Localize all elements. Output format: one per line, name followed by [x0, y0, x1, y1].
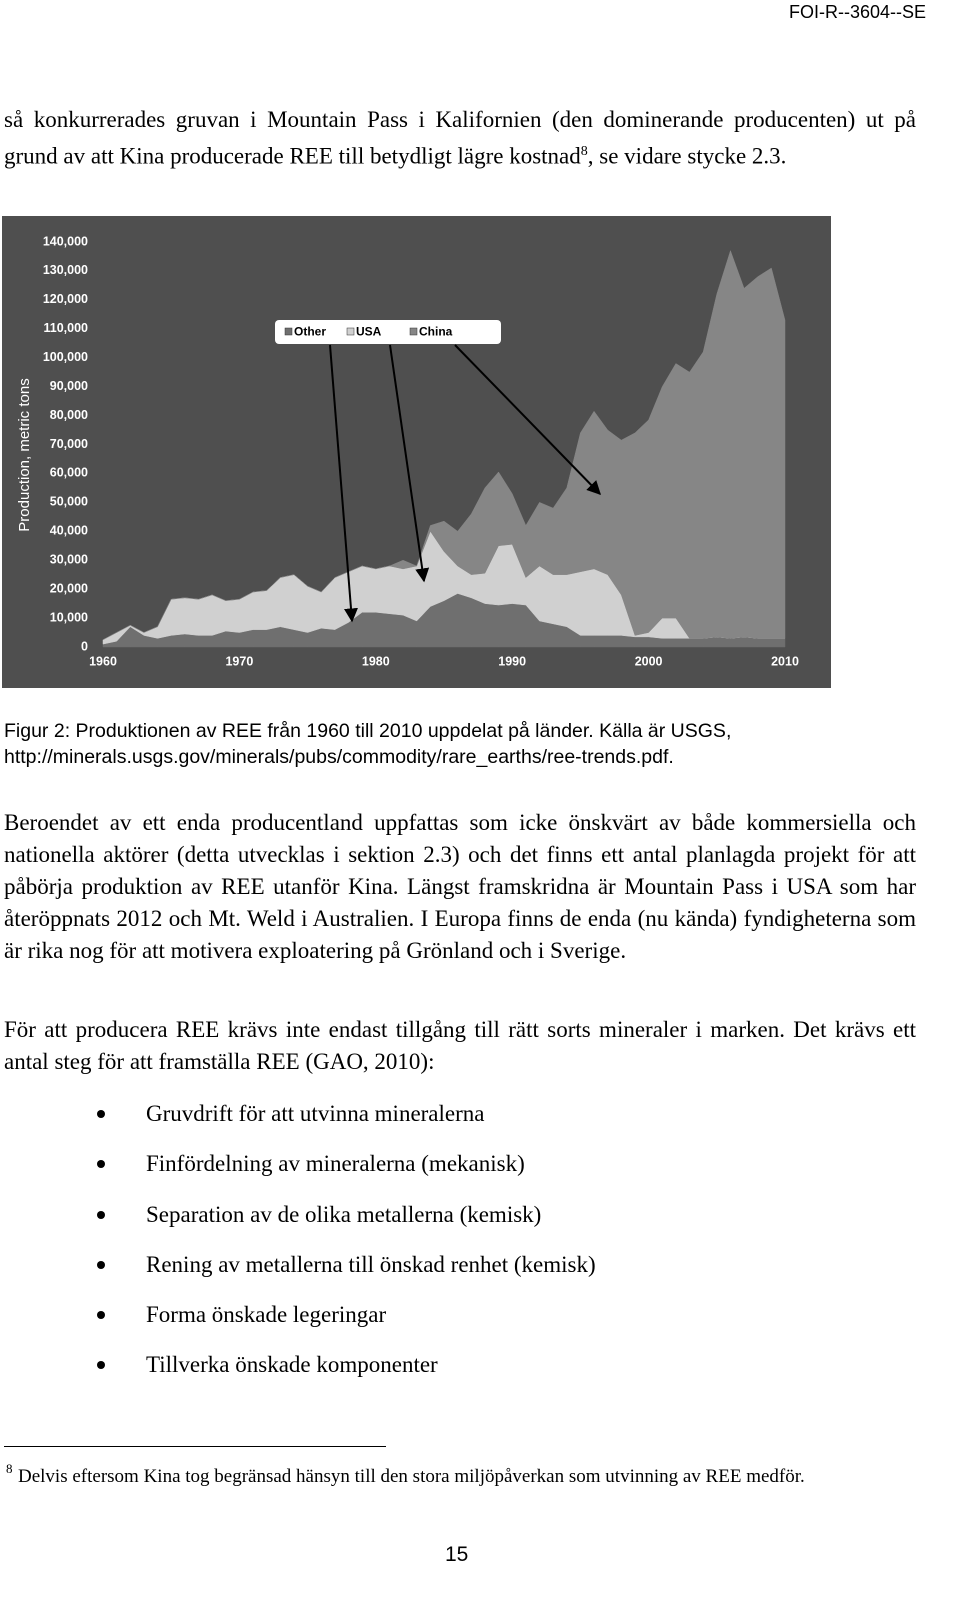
- legend-label: China: [419, 325, 453, 339]
- intro-paragraph: så konkurrerades gruvan i Mountain Pass …: [4, 104, 916, 173]
- legend-label: Other: [294, 325, 326, 339]
- y-tick-label: 110,000: [44, 321, 89, 335]
- x-tick-label: 2000: [635, 654, 663, 668]
- chart: Production, metric tons Other USA China 01…: [2, 216, 831, 688]
- y-tick-label: 80,000: [50, 408, 88, 422]
- y-tick-label: 10,000: [50, 610, 88, 624]
- y-tick-label: 120,000: [43, 292, 88, 306]
- y-tick-label: 70,000: [50, 437, 88, 451]
- report-id: FOI-R--3604--SE: [788, 2, 926, 22]
- paragraph: Beroendet av ett enda producentland uppf…: [4, 810, 916, 963]
- footnote: 8 Delvis eftersom Kina tog begränsad häns…: [4, 1461, 904, 1492]
- page-number: 15: [445, 1543, 469, 1566]
- arrow: [329, 344, 358, 623]
- text: , se vidare stycke 2.3.: [587, 143, 787, 169]
- y-tick-label: 30,000: [50, 553, 88, 567]
- footnote-text: Delvis eftersom Kina tog begränsad hänsy…: [18, 1466, 805, 1487]
- paragraph: För att producera REE krävs inte endast …: [4, 1017, 916, 1074]
- bullet: Separation av de olika metallerna (kemis…: [0, 1197, 596, 1247]
- x-tick-label: 1990: [498, 654, 526, 668]
- footnote-ref: 8: [580, 144, 588, 159]
- bullet: Rening av metallerna till önskad renhet …: [0, 1247, 596, 1297]
- bullet: Finfördelning av mineralerna (mekanisk): [0, 1146, 596, 1196]
- y-tick-label: 50,000: [50, 495, 88, 509]
- legend-swatch: [284, 327, 293, 336]
- legend-label: USA: [356, 325, 382, 339]
- bullet: Gruvdrift för att utvinna mineralerna: [0, 1096, 596, 1146]
- x-tick-label: 2010: [771, 654, 799, 668]
- figure-caption: Figur 2: Produktionen av REE från 1960 t…: [4, 720, 732, 768]
- y-tick-label: 130,000: [43, 263, 88, 277]
- legend-swatch: [409, 327, 418, 336]
- legend-box: [275, 320, 501, 344]
- legend-swatch: [346, 327, 355, 336]
- y-tick-label: 140,000: [43, 234, 88, 248]
- y-tick-label: 0: [81, 639, 88, 653]
- y-tick-label: 40,000: [50, 524, 88, 538]
- bullet: Tillverka önskade komponenter: [0, 1347, 596, 1397]
- area: [102, 249, 786, 640]
- y-axis-label: Production, metric tons: [16, 378, 33, 531]
- x-tick-label: 1980: [362, 654, 390, 668]
- arrow: [389, 344, 430, 583]
- bullet-list: Gruvdrift för att utvinna mineralerna Fi…: [0, 1096, 596, 1398]
- y-tick-label: 60,000: [50, 466, 88, 480]
- y-tick-label: 100,000: [43, 350, 88, 364]
- arrow: [454, 344, 601, 496]
- y-tick-label: 20,000: [50, 581, 88, 595]
- y-tick-label: 90,000: [50, 379, 88, 393]
- text: så konkurrerades gruvan i Mountain Pass …: [4, 107, 916, 169]
- x-tick-label: 1970: [225, 654, 253, 668]
- x-tick-label: 1960: [89, 654, 117, 668]
- footnote-marker: 8: [6, 1461, 13, 1476]
- footnote-rule: [4, 1446, 386, 1447]
- bullet: Forma önskade legeringar: [0, 1297, 596, 1347]
